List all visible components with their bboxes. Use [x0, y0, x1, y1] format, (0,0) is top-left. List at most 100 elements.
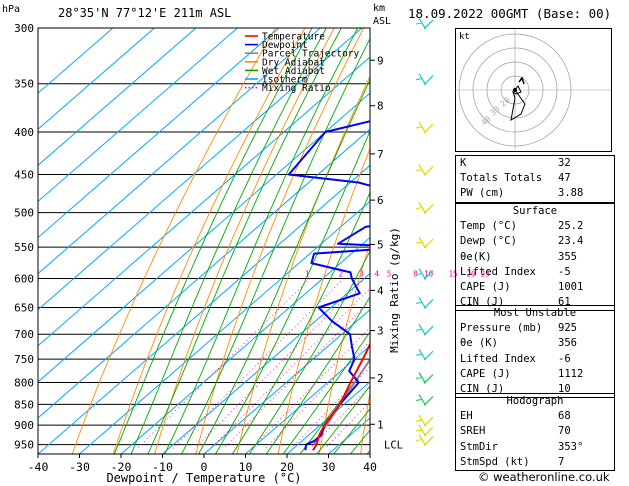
- pressure-tick-label: 550: [14, 241, 34, 254]
- hodograph-trace: [510, 85, 526, 121]
- mixing-ratio-line: [194, 278, 365, 449]
- isotherm: [38, 164, 370, 454]
- index-row-pw: PW (cm) 3.88: [460, 187, 584, 200]
- copyright: © weatheronline.co.uk: [478, 470, 610, 484]
- mixing-ratio-label: 20: [467, 270, 477, 279]
- wind-barb: [424, 416, 434, 426]
- dry-adiabat: [360, 390, 370, 454]
- wind-barb: [424, 374, 434, 383]
- wind-barb: [424, 270, 434, 279]
- pressure-tick-label: 600: [14, 273, 34, 286]
- wind-barb: [424, 395, 434, 405]
- wet-adiabat: [181, 37, 370, 454]
- wind-barb: [424, 325, 434, 335]
- wet-adiabat: [113, 28, 313, 454]
- legend-entry: Parcel Trajectory: [262, 49, 360, 60]
- most-unstable-title: Most Unstable: [493, 307, 577, 319]
- hodograph-unit: kt: [459, 32, 470, 42]
- pressure-tick-label: 450: [14, 169, 34, 182]
- wind-barb: [424, 19, 434, 29]
- pressure-tick-label: 500: [14, 207, 34, 220]
- legend-entry: Temperature: [262, 32, 325, 43]
- hodograph-table-title: Hodograph: [506, 395, 564, 407]
- surface-title: Surface: [512, 205, 558, 217]
- wind-barb: [424, 426, 434, 436]
- mixing-ratio-label: 3: [359, 270, 364, 279]
- legend-entry: Mixing Ratio: [262, 83, 331, 94]
- mixing-ratio-label: 5: [387, 270, 392, 279]
- x-tick-label: 40: [363, 460, 377, 474]
- index-row-k: K 32: [460, 157, 571, 169]
- legend-entry: Isotherm: [262, 75, 308, 86]
- km-tick-label: 5: [377, 238, 384, 251]
- mixing-ratio-label: 15: [449, 270, 458, 279]
- dry-adiabat: [112, 28, 306, 454]
- pressure-tick-label: 750: [14, 353, 34, 366]
- asl-label: ASL: [373, 16, 392, 27]
- wind-barb: [424, 436, 434, 446]
- wind-barb: [424, 75, 434, 85]
- mixing-ratio-line: [137, 278, 311, 449]
- x-axis-label: Dewpoint / Temperature (°C): [106, 471, 301, 485]
- legend-entry: Dewpoint: [262, 40, 308, 51]
- mixing-ratio-line: [223, 300, 370, 449]
- km-tick-label: 7: [377, 148, 384, 161]
- isotherm: [120, 236, 370, 454]
- hpa-label: hPa: [2, 4, 21, 15]
- wet-adiabat: [249, 250, 370, 454]
- pressure-tick-label: 300: [14, 22, 34, 35]
- isotherm: [38, 28, 197, 166]
- wet-adiabat: [316, 385, 370, 454]
- isotherm: [38, 128, 370, 419]
- axes: 1234581015202530035040045050055060065070…: [14, 22, 490, 474]
- mixing-ratio-label: 8: [413, 270, 418, 279]
- x-tick-label: -20: [111, 460, 132, 474]
- legend-entry: Wet Adiabat: [262, 66, 325, 77]
- km-tick-label: 8: [377, 100, 384, 113]
- most-unstable-table: Most Unstable Pressure (mb) 925 θe (K) 356…: [455, 305, 615, 399]
- x-tick-label: -30: [69, 460, 90, 474]
- dry-adiabat: [195, 28, 365, 454]
- wet-adiabat: [147, 28, 342, 454]
- km-tick-label: 9: [377, 54, 384, 67]
- mixing-ratio-axis-label: Mixing Ratio (g/kg): [388, 227, 401, 353]
- hodograph-table: Hodograph EH 68 SREH 70 StmDir 353° StmSpd …: [455, 393, 615, 471]
- hodograph: kt 40 30 20: [455, 28, 612, 152]
- pressure-tick-label: 800: [14, 377, 34, 390]
- pressure-tick-label: 400: [14, 126, 34, 139]
- isotherm: [162, 272, 370, 454]
- wet-adiabat: [232, 191, 370, 454]
- mixing-ratio-line: [210, 287, 370, 449]
- pressure-tick-label: 650: [14, 301, 34, 314]
- wet-adiabat: [198, 78, 370, 454]
- isotherm: [203, 308, 370, 454]
- pressure-tick-label: 350: [14, 78, 34, 91]
- mixing-ratio-line: [172, 278, 344, 449]
- dry-adiabat: [71, 28, 276, 454]
- pressure-tick-label: 950: [14, 439, 34, 452]
- mixing-ratio-label: 1: [305, 270, 310, 279]
- wet-adiabat: [282, 331, 370, 454]
- isotherm: [38, 28, 238, 203]
- km-label: km: [373, 3, 386, 14]
- background-lines: [38, 28, 370, 454]
- wind-barb: [424, 204, 434, 214]
- x-tick-label: 10: [239, 460, 253, 474]
- km-tick-label: 3: [377, 325, 384, 338]
- isotherm: [286, 381, 370, 454]
- storm-motion-marker: [518, 76, 525, 85]
- wind-barb: [424, 123, 434, 133]
- isotherm: [38, 28, 155, 130]
- km-tick-label: 6: [377, 194, 384, 207]
- dry-adiabat: [154, 28, 335, 454]
- lcl-label: LCL: [384, 440, 403, 452]
- dry-adiabat: [318, 241, 370, 454]
- isotherm: [38, 28, 363, 311]
- location-header: 28°35'N 77°12'E 211m ASL: [58, 6, 232, 20]
- index-row-totals: Totals Totals 47: [460, 172, 571, 185]
- wind-barb: [424, 238, 434, 248]
- datetime-header: 18.09.2022 00GMT (Base: 00): [408, 6, 612, 21]
- x-tick-label: 30: [322, 460, 336, 474]
- isotherm: [245, 345, 370, 454]
